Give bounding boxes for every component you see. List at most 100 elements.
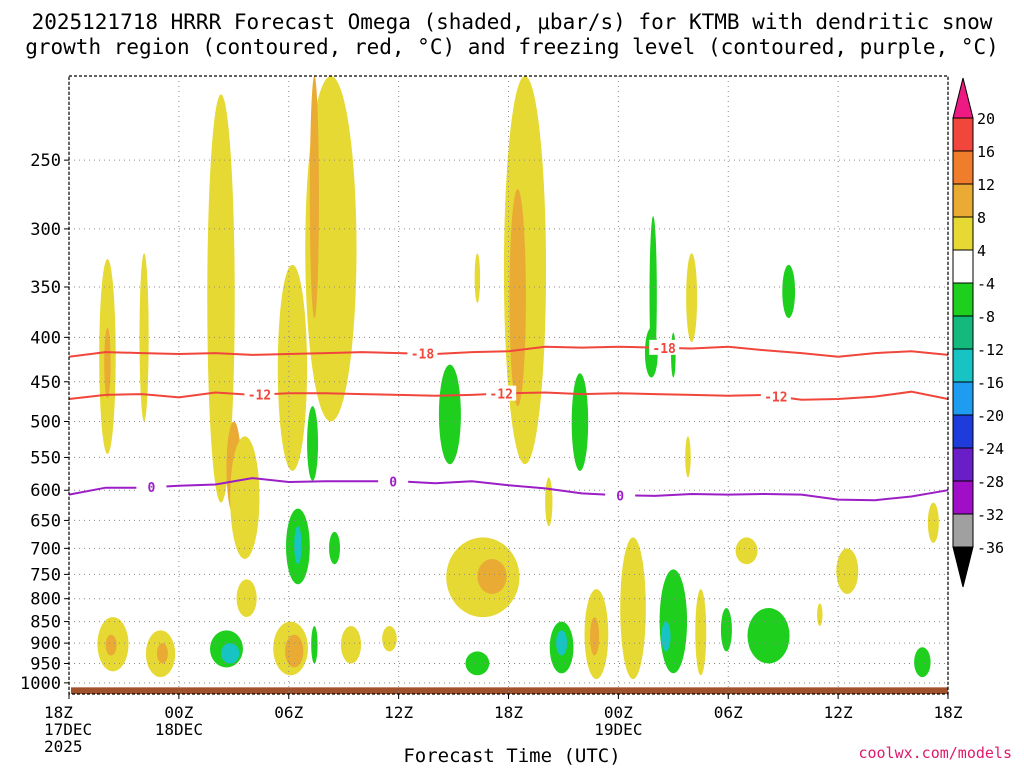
contour-line-0	[68, 345, 949, 358]
colorbar-swatch-8	[952, 348, 974, 383]
omega-region-1	[104, 327, 111, 399]
colorbar-label-9: -20	[977, 407, 1004, 425]
x-axis-label: Forecast Time (UTC)	[403, 745, 621, 767]
x-tick-label-18-0: 12Z	[384, 703, 413, 722]
omega-region-54	[817, 603, 823, 626]
colorbar-swatch-10	[952, 414, 974, 449]
colorbar: 20 16 12 8 4 -4 -8 -12 -16 -20 -24 -28 -32 -36	[952, 77, 1004, 588]
y-tick-label-700: 700	[30, 539, 61, 559]
colorbar-label-10: -24	[977, 440, 1004, 458]
colorbar-swatch-1	[952, 117, 974, 152]
omega-region-19	[782, 264, 796, 319]
omega-region-36	[914, 647, 931, 678]
contour-label-bg-1-2	[760, 388, 791, 404]
omega-region-24	[294, 526, 302, 565]
omega-region-20	[438, 364, 461, 465]
omega-region-40	[156, 643, 168, 664]
colorbar-label-5: -4	[977, 275, 995, 293]
y-tick-label-850: 850	[30, 613, 61, 633]
omega-region-53	[836, 548, 859, 594]
contour-label-0-0: -18	[411, 348, 435, 363]
chart-title-line1: 2025121718 HRRR Forecast Omega (shaded, …	[31, 10, 993, 34]
omega-region-5	[230, 436, 260, 559]
omega-shading	[97, 76, 939, 680]
omega-region-41	[236, 579, 257, 618]
contour-line-2	[68, 477, 949, 502]
omega-region-47	[477, 558, 507, 594]
colorbar-label-6: -8	[977, 308, 995, 326]
y-tick-label-400: 400	[30, 328, 61, 348]
contour-label-1-2: -12	[764, 390, 787, 405]
colorbar-label-4: 4	[977, 242, 986, 260]
colorbar-label-11: -28	[977, 473, 1004, 491]
y-tick-label-800: 800	[30, 590, 61, 610]
omega-region-34	[720, 608, 732, 652]
y-tick-label-750: 750	[30, 565, 61, 585]
contour-label-1-1: -12	[489, 388, 512, 403]
omega-region-27	[220, 643, 240, 664]
x-tick-label-0-0: 18Z	[44, 703, 73, 722]
y-tick-label-450: 450	[30, 373, 61, 393]
y-tick-label-650: 650	[30, 511, 61, 531]
y-tick-label-600: 600	[30, 481, 61, 501]
contour-label-2-1: 0	[389, 475, 397, 490]
contour-label-bg-0-1	[649, 339, 680, 355]
x-tick-label-0-1: 17DEC	[44, 720, 92, 739]
omega-region-3	[207, 94, 235, 503]
colorbar-swatch-4	[952, 216, 974, 251]
omega-region-22	[307, 406, 319, 481]
chart-title-line2: growth region (contoured, red, °C) and f…	[25, 35, 999, 59]
x-tick-label-36-0: 06Z	[714, 703, 743, 722]
omega-region-31	[556, 630, 568, 656]
omega-region-43	[285, 634, 304, 668]
omega-region-51	[695, 589, 707, 676]
contour-label-bg-0-0	[407, 345, 438, 361]
omega-region-38	[105, 634, 117, 656]
omega-region-28	[311, 625, 318, 664]
colorbar-swatch-12	[952, 480, 974, 515]
contour-label-2-0: 0	[147, 481, 155, 496]
omega-region-35	[747, 608, 790, 664]
contour-label-0-1: -18	[652, 342, 676, 357]
colorbar-swatch-2	[952, 150, 974, 185]
contour-0: -18 -18	[68, 339, 949, 363]
omega-region-49	[589, 617, 600, 656]
omega-region-13	[686, 253, 698, 343]
contour-label-bg-2-0	[136, 479, 167, 495]
x-tick-label-30-1: 19DEC	[594, 720, 642, 739]
y-tick-label-300: 300	[30, 220, 61, 240]
contour-label-bg-1-0	[244, 386, 275, 402]
colorbar-swatch-6	[952, 282, 974, 317]
colorbar-swatch-7	[952, 315, 974, 350]
contour-label-1-0: -12	[248, 389, 271, 404]
omega-region-14	[685, 436, 691, 478]
omega-region-9	[331, 253, 349, 399]
y-tick-label-250: 250	[30, 151, 61, 171]
grid-lines	[68, 76, 949, 694]
omega-region-33	[661, 621, 671, 652]
colorbar-label-7: -12	[977, 341, 1004, 359]
omega-region-21	[571, 373, 589, 471]
omega-region-50	[620, 537, 646, 680]
colorbar-label-2: 12	[977, 176, 995, 194]
y-tick-label-500: 500	[30, 412, 61, 432]
colorbar-label-3: 8	[977, 209, 986, 227]
y-tick-label-350: 350	[30, 278, 61, 298]
credit-text: coolwx.com/models	[858, 744, 1012, 762]
colorbar-label-13: -36	[977, 539, 1004, 557]
contour-label-bg-2-2	[605, 487, 636, 503]
contour-label-bg-1-1	[486, 385, 517, 401]
colorbar-swatch-13	[952, 513, 974, 548]
contour-1: -12 -12 -12	[68, 385, 949, 405]
omega-region-29	[465, 651, 490, 676]
contour-label-2-2: 0	[616, 489, 624, 504]
omega-region-52	[735, 537, 758, 565]
x-tick-label-6-1: 18DEC	[155, 720, 203, 739]
colorbar-label-8: -16	[977, 374, 1004, 392]
x-tick-label-42-0: 12Z	[824, 703, 853, 722]
omega-region-44	[340, 625, 362, 664]
omega-region-12	[474, 253, 481, 303]
x-tick-label-24-0: 18Z	[494, 703, 523, 722]
omega-region-6	[277, 264, 308, 471]
